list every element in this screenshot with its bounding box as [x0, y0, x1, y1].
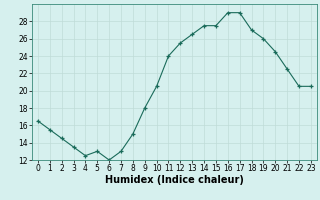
X-axis label: Humidex (Indice chaleur): Humidex (Indice chaleur)	[105, 175, 244, 185]
